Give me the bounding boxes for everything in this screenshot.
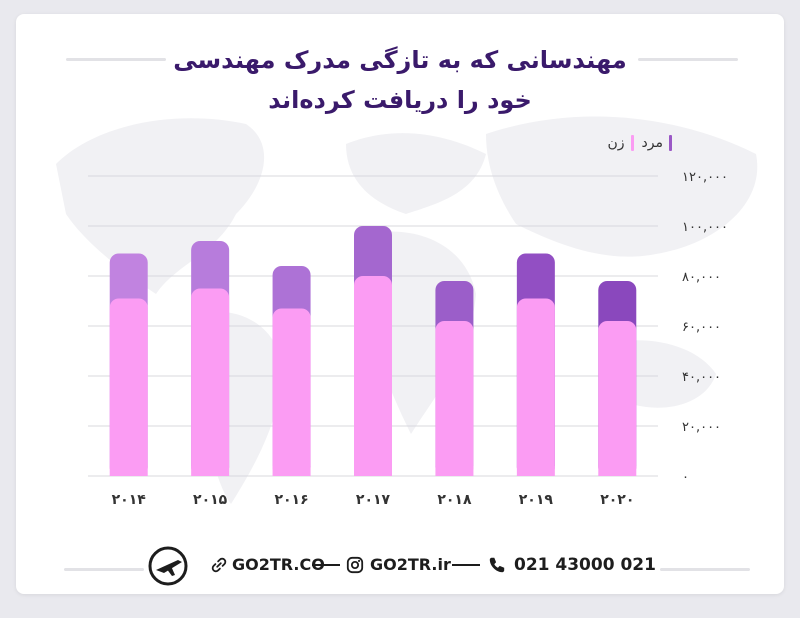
x-tick-label: ۲۰۲۰ (600, 492, 634, 508)
y-tick-label: ۶۰,۰۰۰ (682, 320, 721, 335)
legend-label-male: مرد (641, 135, 663, 151)
bar-female (516, 298, 555, 476)
chart-title-line-1: مهندسانی که به تازگی مدرک مهندسی (173, 46, 627, 74)
footer-separator-1 (312, 564, 340, 566)
legend-swatch-male (669, 135, 672, 151)
y-tick-label: ۴۰,۰۰۰ (682, 370, 721, 385)
x-tick-label: ۲۰۱۴ (112, 492, 147, 508)
y-tick-label: ۲۰,۰۰۰ (682, 420, 721, 435)
bar-female (272, 308, 311, 476)
bar-female-base (598, 466, 637, 476)
y-tick-label: ۸۰,۰۰۰ (682, 270, 721, 285)
legend-swatch-female (630, 135, 634, 151)
legend-item-male: مرد (642, 135, 672, 151)
title-rule-left (66, 58, 166, 61)
x-tick-label: ۲۰۱۵ (193, 492, 228, 508)
chart-title: مهندسانی که به تازگی مدرک مهندسی خود را … (136, 40, 664, 120)
bar-female (191, 288, 230, 476)
legend-item-female: زن (607, 135, 634, 151)
footer-instagram[interactable]: GO2TR.ir (370, 555, 451, 574)
bar-female (109, 298, 148, 476)
instagram-icon (346, 556, 364, 574)
bar-female (598, 321, 637, 476)
airplane-logo-icon (148, 546, 188, 586)
title-rule-right (638, 58, 738, 61)
bar-female-base (516, 466, 555, 476)
footer-rule-left (64, 568, 144, 571)
bar-chart: ۰ ۲۰,۰۰۰ ۴۰,۰۰۰ ۶۰,۰۰۰ ۸۰,۰۰۰ ۱۰۰,۰۰۰ ۱۲۰,۰۰۰ ۲… (88, 170, 728, 508)
x-tick-label: ۲۰۱۶ (274, 492, 308, 508)
footer-rule-right (660, 568, 750, 571)
bar-female-base (109, 466, 148, 476)
link-icon (211, 557, 227, 573)
footer: GO2TR.CO GO2TR.ir 021 43000 021 (16, 544, 784, 586)
bar-female-base (191, 466, 230, 476)
bar-female-base (272, 466, 311, 476)
footer-website[interactable]: GO2TR.CO (232, 555, 325, 574)
x-tick-label: ۲۰۱۹ (519, 492, 554, 508)
bar-female (354, 276, 392, 476)
bar-female (435, 321, 474, 476)
chart-card: مهندسانی که به تازگی مدرک مهندسی خود را … (16, 14, 784, 594)
chart-legend: مرد زن (576, 132, 672, 154)
phone-icon (489, 557, 505, 573)
bar-female-base (435, 466, 474, 476)
y-tick-label: ۰ (682, 470, 689, 485)
y-tick-label: ۱۰۰,۰۰۰ (682, 220, 728, 235)
bar-female-base (354, 466, 392, 476)
footer-separator-2 (452, 564, 480, 566)
y-tick-label: ۱۲۰,۰۰۰ (682, 170, 728, 185)
x-tick-label: ۲۰۱۸ (437, 492, 472, 508)
footer-phone[interactable]: 021 43000 021 (514, 555, 656, 575)
legend-label-female: زن (607, 135, 625, 151)
chart-title-line-2: خود را دریافت کرده‌اند (268, 86, 532, 114)
x-tick-label: ۲۰۱۷ (356, 492, 391, 508)
